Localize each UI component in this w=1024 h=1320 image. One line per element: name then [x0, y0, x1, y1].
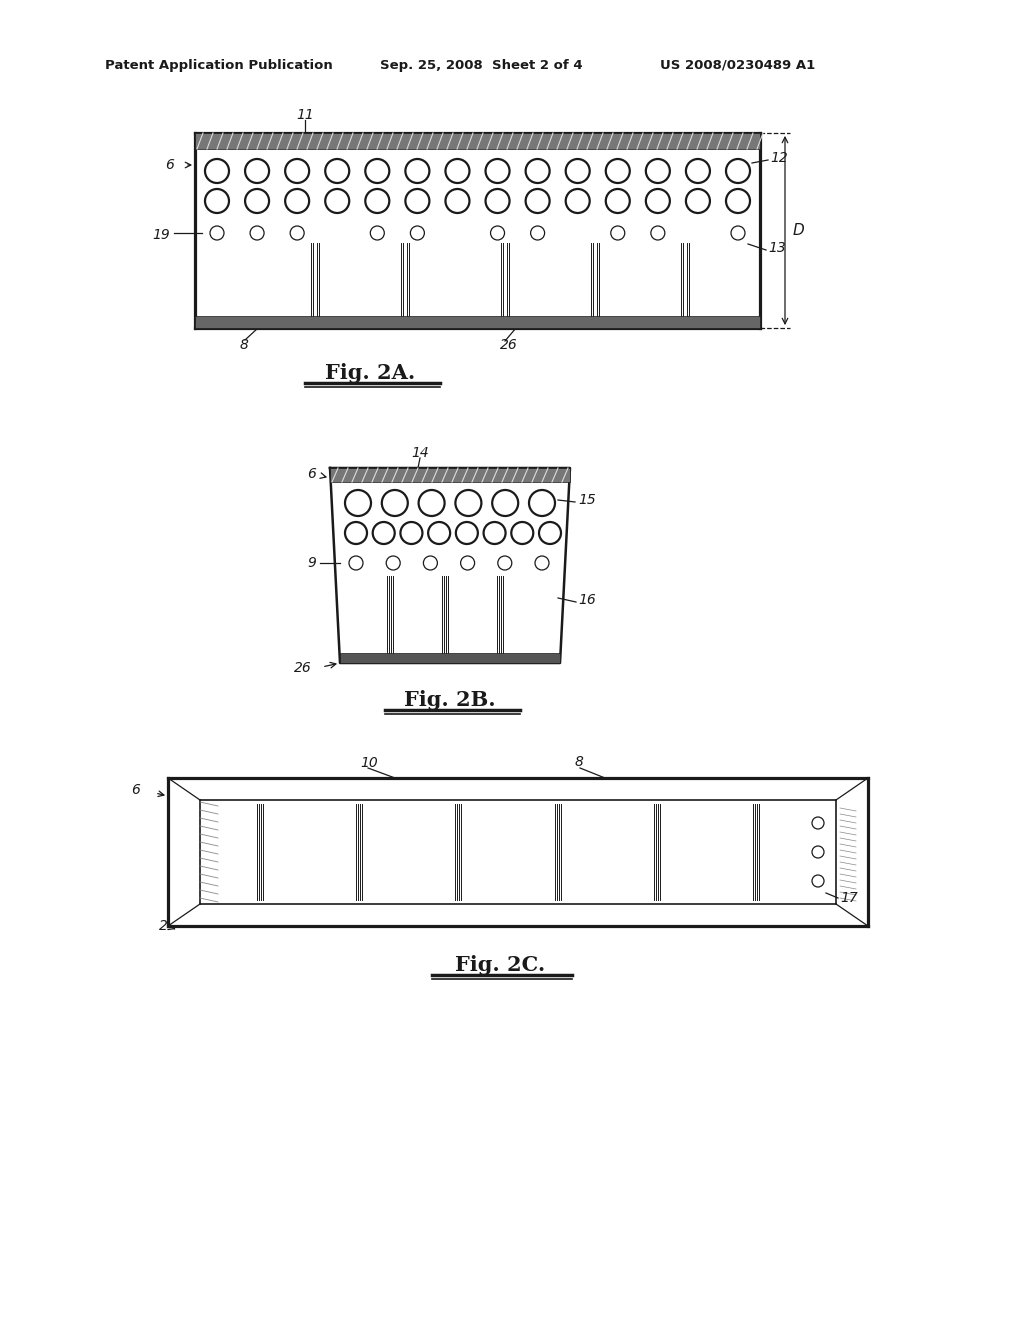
- Text: 19: 19: [153, 228, 170, 242]
- Text: 12: 12: [770, 150, 787, 165]
- Text: 6: 6: [131, 783, 140, 797]
- Text: 9: 9: [307, 556, 316, 570]
- Text: 13: 13: [768, 242, 785, 255]
- Text: 17: 17: [840, 891, 858, 906]
- Text: 8: 8: [575, 755, 584, 770]
- Bar: [195, 133, 760, 149]
- Text: Fig. 2A.: Fig. 2A.: [325, 363, 415, 383]
- Text: Sep. 25, 2008  Sheet 2 of 4: Sep. 25, 2008 Sheet 2 of 4: [380, 58, 583, 71]
- Text: 16: 16: [578, 593, 596, 607]
- Text: 8: 8: [240, 338, 249, 352]
- Text: 10: 10: [360, 756, 378, 770]
- Text: 15: 15: [578, 492, 596, 507]
- Text: 14: 14: [411, 446, 429, 459]
- Bar: [195, 315, 760, 327]
- Text: Fig. 2C.: Fig. 2C.: [455, 954, 545, 975]
- Text: 2: 2: [159, 919, 168, 933]
- Text: Patent Application Publication: Patent Application Publication: [105, 58, 333, 71]
- Text: Fig. 2B.: Fig. 2B.: [404, 690, 496, 710]
- Text: 6: 6: [307, 467, 316, 480]
- Bar: [340, 653, 560, 663]
- Text: 11: 11: [296, 108, 314, 121]
- Text: 26: 26: [500, 338, 518, 352]
- Text: 26: 26: [294, 661, 312, 675]
- Text: 6: 6: [165, 158, 174, 172]
- Text: D: D: [793, 223, 805, 238]
- Bar: [330, 469, 570, 482]
- Text: US 2008/0230489 A1: US 2008/0230489 A1: [660, 58, 815, 71]
